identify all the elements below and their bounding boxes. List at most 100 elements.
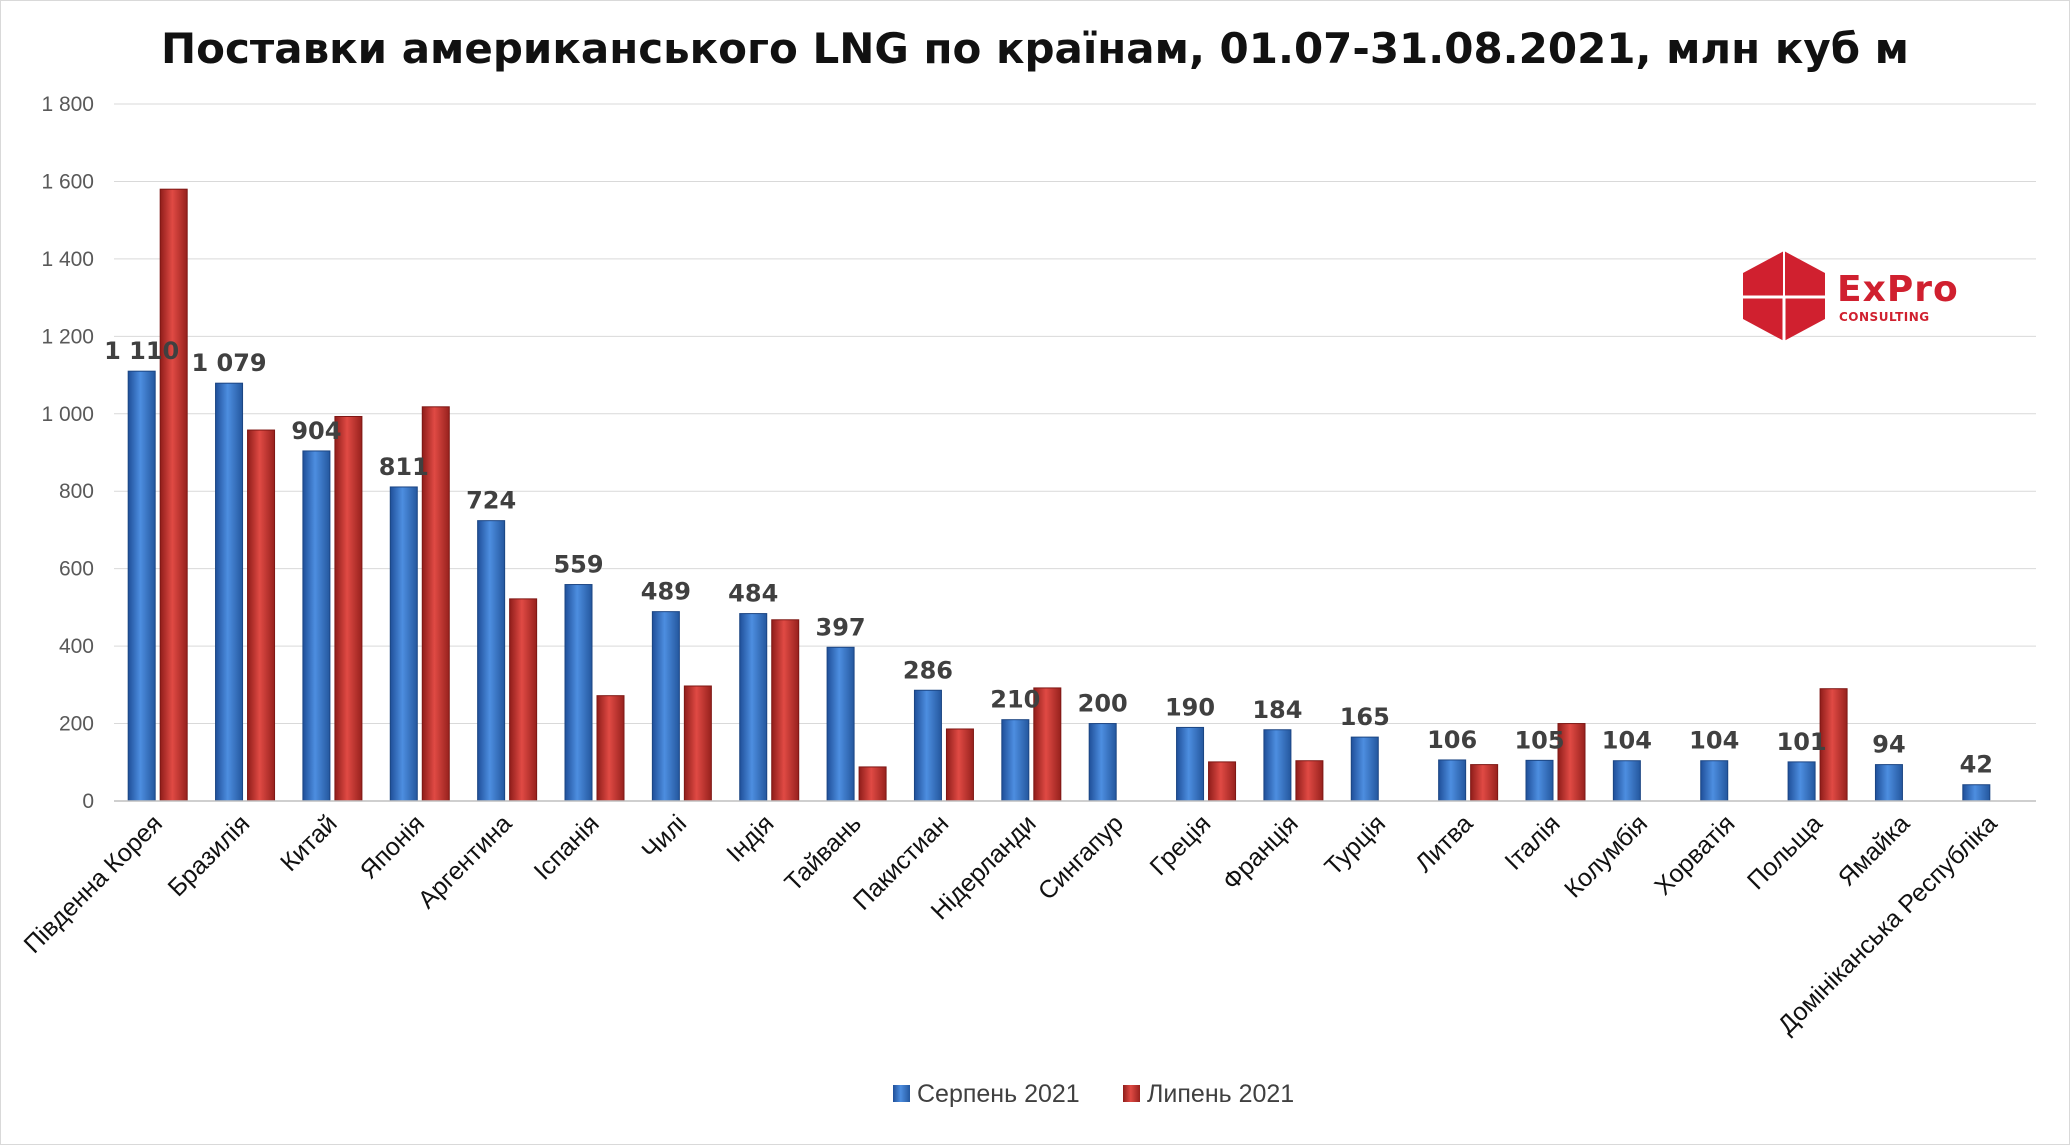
bar-series-1 <box>1263 729 1292 802</box>
legend: Серпень 2021 Липень 2021 <box>893 1080 1294 1108</box>
bar-series-2 <box>334 415 363 802</box>
bar-series-1 <box>1176 726 1205 802</box>
data-label: 811 <box>379 453 429 481</box>
x-tick-label: Хорватія <box>1649 809 1740 900</box>
bar-series-1 <box>1350 736 1379 802</box>
data-label: 484 <box>728 580 778 608</box>
bar-series-2 <box>1208 761 1237 802</box>
x-tick-label: Південна Корея <box>19 809 168 958</box>
data-label: 104 <box>1689 727 1739 755</box>
data-label: 559 <box>553 551 603 579</box>
bar-series-1 <box>127 370 156 802</box>
logo-subtext: CONSULTING <box>1839 310 1930 324</box>
y-tick-label: 600 <box>59 558 94 581</box>
legend-swatch-series-1 <box>893 1085 910 1102</box>
y-tick-label: 1 200 <box>41 325 94 348</box>
legend-label-series-1: Серпень 2021 <box>917 1080 1080 1108</box>
bar-series-1 <box>215 382 244 802</box>
y-axis-ticks: 0 200 400 600 800 1 000 1 200 1 400 1 600 1 800 <box>41 93 94 813</box>
bar-series-1 <box>913 689 942 802</box>
bar-series-1 <box>564 584 593 802</box>
y-tick-label: 800 <box>59 480 94 503</box>
y-tick-label: 0 <box>82 790 94 813</box>
bar-series-2 <box>421 406 450 802</box>
x-tick-label: Китай <box>275 809 343 877</box>
bar-series-2 <box>1470 764 1499 802</box>
x-tick-label: Греція <box>1145 809 1217 881</box>
bar-series-2 <box>771 619 800 802</box>
bar-series-1 <box>1612 760 1641 802</box>
bar-series-1 <box>1525 759 1554 802</box>
data-label: 184 <box>1252 696 1302 724</box>
bar-series-2 <box>683 685 712 802</box>
x-tick-label: Турція <box>1319 809 1391 881</box>
y-tick-label: 1 800 <box>41 93 94 116</box>
x-tick-label: Чилі <box>636 809 692 865</box>
data-label: 104 <box>1602 727 1652 755</box>
data-label: 106 <box>1427 726 1477 754</box>
bar-series-1 <box>477 520 506 802</box>
y-tick-label: 1 000 <box>41 403 94 426</box>
bar-series-2 <box>247 429 276 802</box>
x-tick-label: Італія <box>1499 809 1565 875</box>
bar-series-1 <box>1438 759 1467 802</box>
x-tick-label: Франція <box>1217 809 1303 895</box>
x-tick-label: Аргентина <box>413 809 518 914</box>
data-label: 1 079 <box>191 349 266 377</box>
x-tick-label: Сингапур <box>1033 809 1129 905</box>
bar-series-2 <box>159 188 188 802</box>
bar-series-2 <box>1295 760 1324 802</box>
y-tick-label: 400 <box>59 635 94 658</box>
bar-series-1 <box>651 611 680 802</box>
data-label: 200 <box>1078 690 1128 718</box>
data-label: 101 <box>1777 728 1827 756</box>
bar-series-2 <box>945 728 974 802</box>
data-label: 489 <box>641 578 691 606</box>
bar-series-1 <box>1700 760 1729 802</box>
bar-series-1 <box>1787 761 1816 802</box>
legend-label-series-2: Липень 2021 <box>1147 1080 1294 1108</box>
x-tick-label: Іспанія <box>529 809 605 885</box>
bar-series-1 <box>1001 719 1030 802</box>
bars <box>127 188 1991 802</box>
data-label: 904 <box>291 417 341 445</box>
data-label: 397 <box>816 613 866 641</box>
y-tick-label: 200 <box>59 713 94 736</box>
legend-swatch-series-2 <box>1123 1085 1140 1102</box>
data-label: 724 <box>466 487 516 515</box>
x-tick-label: Польща <box>1742 809 1828 895</box>
bar-series-1 <box>302 450 331 802</box>
x-tick-label: Індія <box>721 809 779 867</box>
bar-series-1 <box>826 646 855 802</box>
data-label: 286 <box>903 656 953 684</box>
data-label: 42 <box>1960 751 1993 779</box>
bar-series-2 <box>858 766 887 802</box>
x-tick-label: Литва <box>1410 809 1478 877</box>
data-label: 1 110 <box>104 337 179 365</box>
x-tick-label: Ямайка <box>1833 809 1915 891</box>
logo-text: ExPro <box>1837 269 1959 310</box>
expro-logo: ExPro CONSULTING <box>1743 251 1959 341</box>
x-tick-label: Колумбія <box>1559 809 1653 903</box>
bar-series-2 <box>509 598 538 802</box>
chart-title: Поставки американського LNG по країнам, … <box>161 24 1909 73</box>
x-tick-label: Бразилія <box>163 809 256 902</box>
bar-series-1 <box>739 613 768 802</box>
y-tick-label: 1 400 <box>41 248 94 271</box>
x-tick-label: Японія <box>355 809 430 884</box>
bar-series-2 <box>596 695 625 802</box>
data-label: 94 <box>1872 731 1905 759</box>
data-labels: 1 110 1 079 904 811 724 559 489 484 397 286 210 200… <box>104 337 1993 779</box>
bar-series-1 <box>1874 764 1903 802</box>
data-label: 165 <box>1340 703 1390 731</box>
data-label: 105 <box>1514 726 1564 754</box>
data-label: 210 <box>990 686 1040 714</box>
data-label: 190 <box>1165 693 1215 721</box>
bar-series-1 <box>389 486 418 802</box>
bar-series-1 <box>1962 784 1991 802</box>
x-tick-label: Тайвань <box>779 809 867 897</box>
red-hexagon-cube-icon <box>1743 251 1825 341</box>
